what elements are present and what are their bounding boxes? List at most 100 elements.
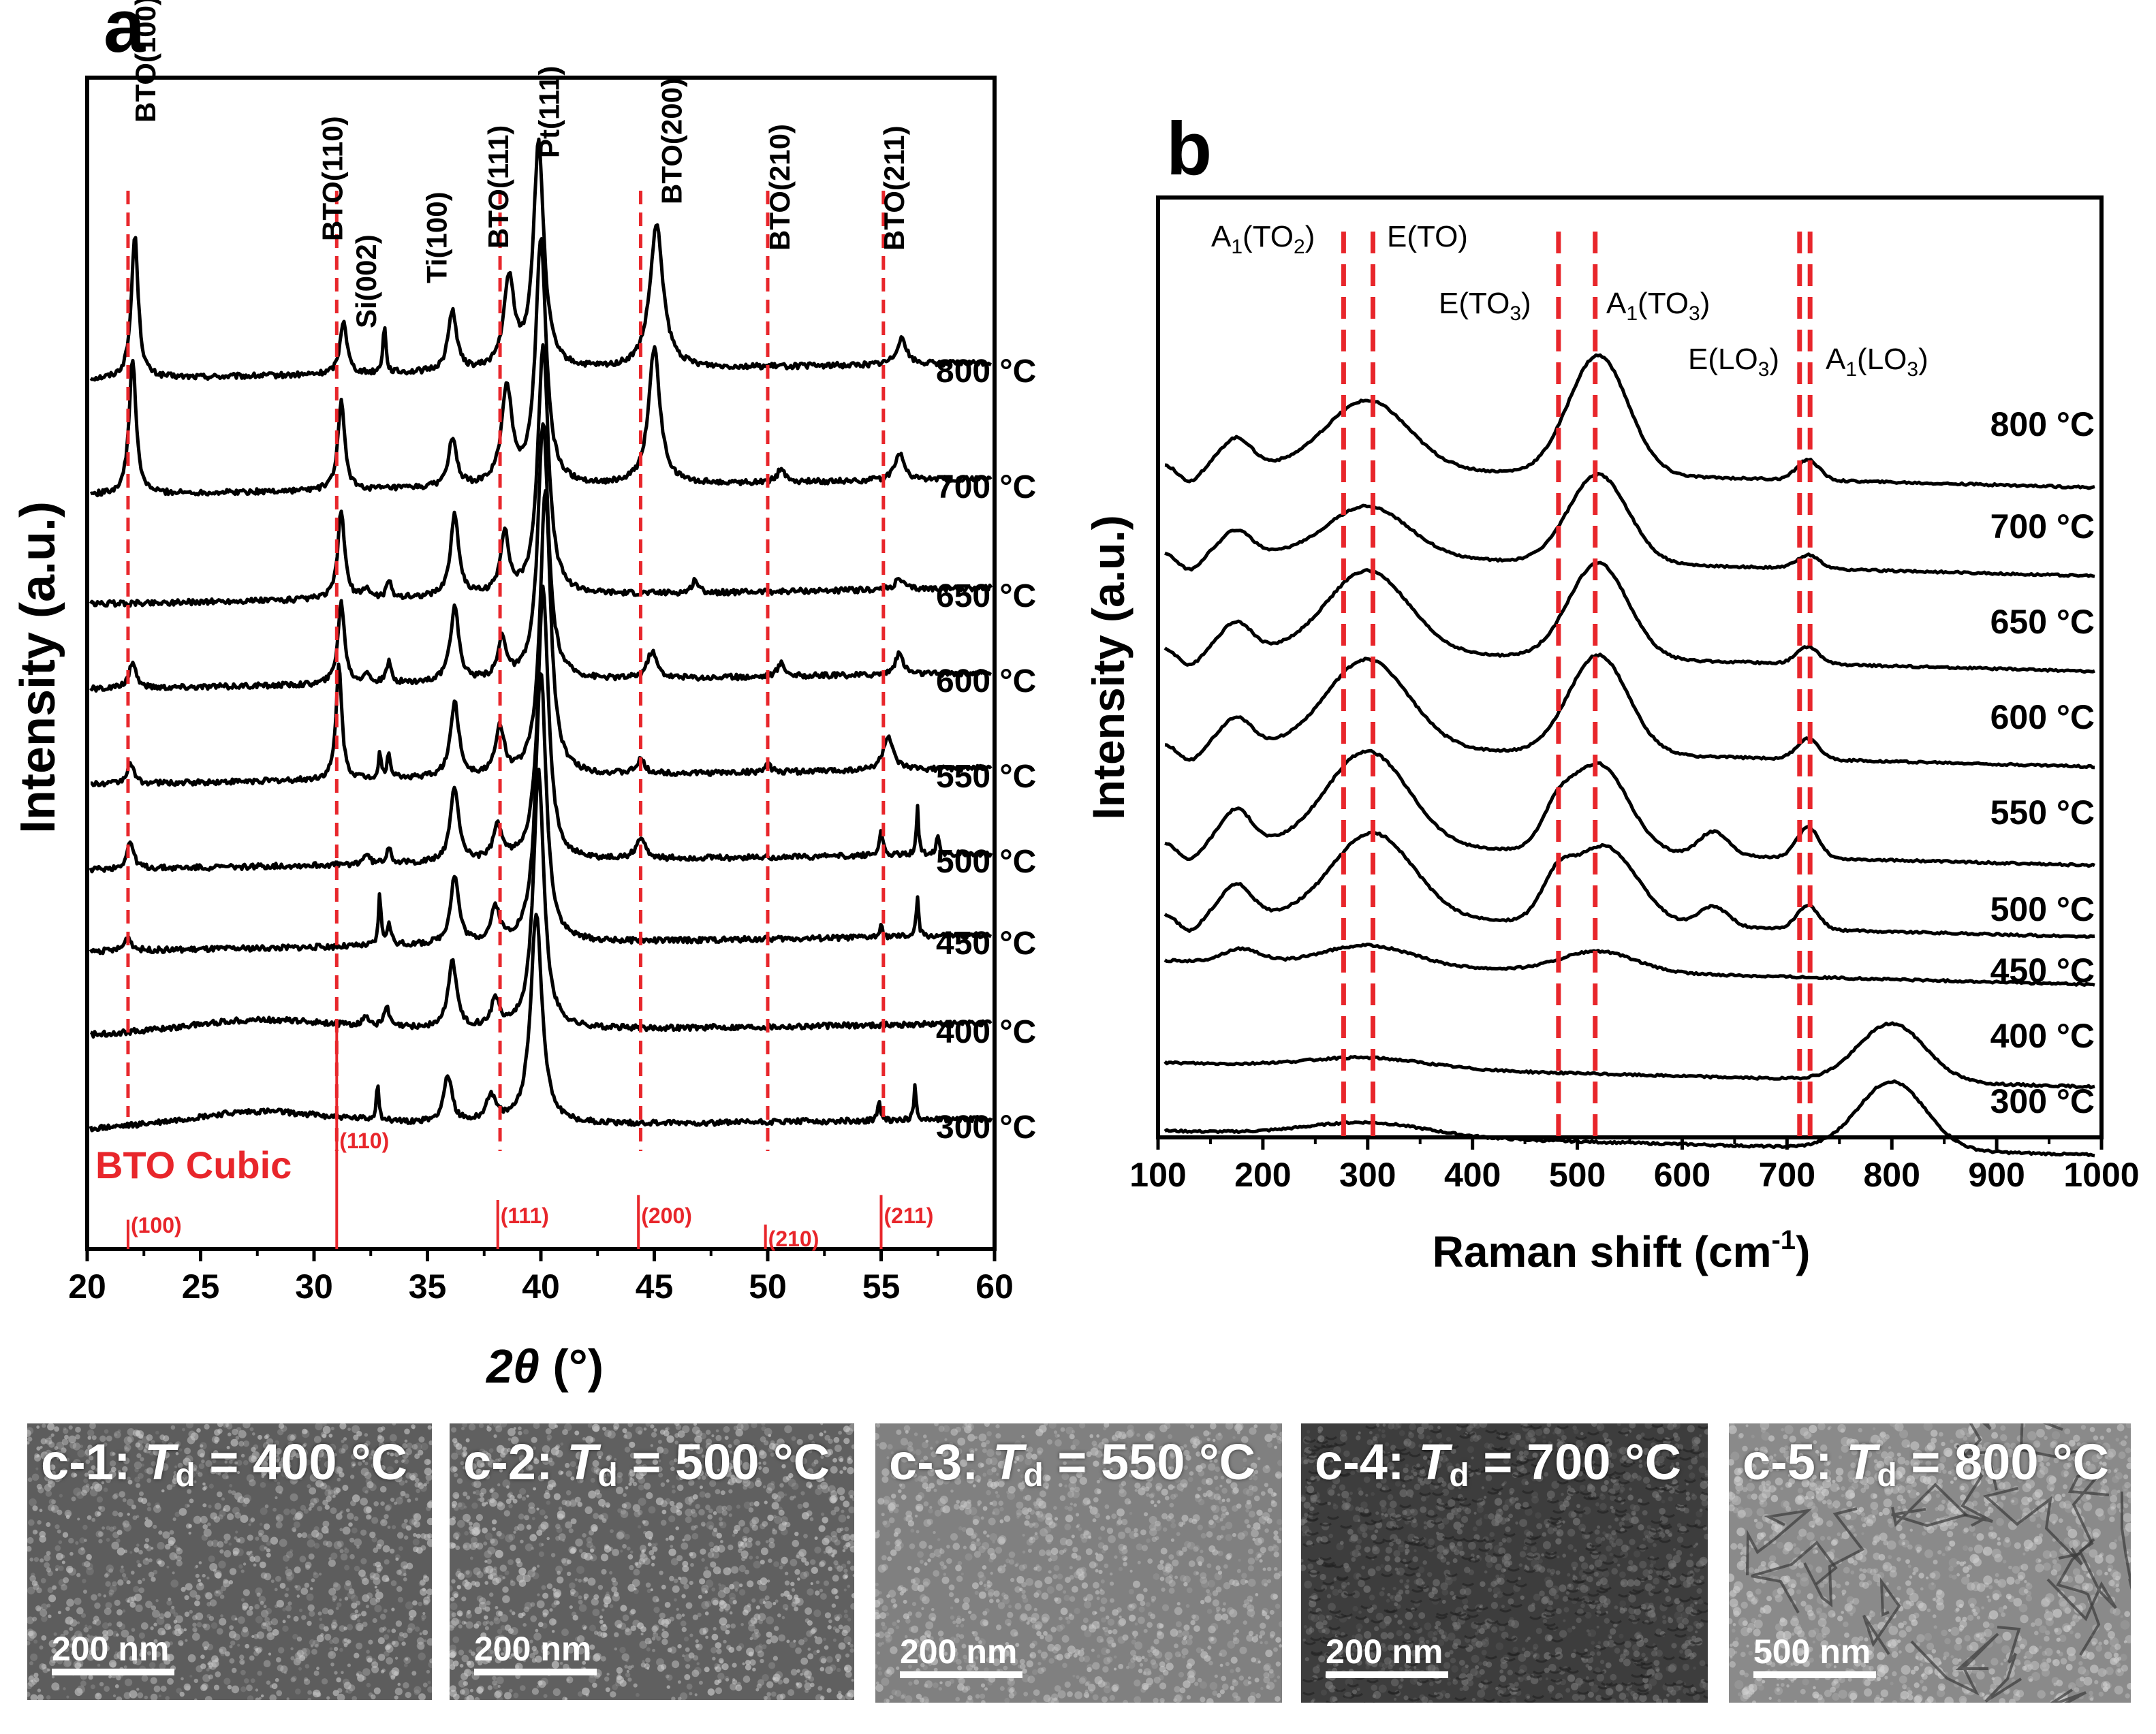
raman-x-tick-label: 400 [1444,1156,1501,1194]
raman-x-tick-label: 500 [1549,1156,1606,1194]
reference-hkl-label: (210) [768,1227,819,1251]
sem-image-5: c-5: Td = 800 °C 500 nm [1729,1423,2131,1703]
xrd-x-tick-label: 45 [636,1267,674,1306]
xrd-peak-label: BTO(100) [129,0,161,123]
xrd-y-axis-title: Intensity (a.u.) [11,501,65,834]
xrd-series-label: 450 °C [936,926,1036,962]
raman-x-tick-label: 700 [1759,1156,1815,1194]
reference-label: BTO Cubic [95,1144,292,1186]
sem-image-label: c-5: Td = 800 °C [1743,1433,2109,1494]
raman-mode-label: A1(LO3) [1826,343,1928,381]
reference-hkl-label: (100) [131,1213,182,1238]
xrd-series-label: 300 °C [936,1109,1036,1146]
raman-x-tick-label: 100 [1129,1156,1186,1194]
sem-temperature: = 700 °C [1469,1434,1682,1490]
sem-var-sub: d [1877,1457,1897,1494]
xrd-series-label: 600 °C [936,663,1036,699]
panel-label-b: b [1166,107,1212,191]
xrd-peak-label: BTO(210) [764,124,796,251]
xrd-x-tick-label: 55 [862,1267,901,1306]
reference-hkl-label: (211) [884,1203,934,1228]
reference-hkl-label: (111) [501,1203,549,1228]
sem-image-1: c-1: Td = 400 °C 200 nm [27,1423,432,1700]
raman-mode-label: E(TO3) [1439,287,1531,325]
xrd-panel: a 800 °C 700 °C 650 °C 600 °C 550 °C 500 °C 450… [11,0,1036,1393]
raman-x-axis-title: Raman shift (cm-1) [1433,1225,1811,1276]
sem-var-sub: d [175,1457,196,1494]
scale-bar-label: 200 nm [474,1630,592,1668]
xrd-peak-label: BTO(111) [482,125,514,249]
sem-temperature: = 800 °C [1896,1434,2110,1490]
xrd-series-3 [89,343,993,608]
raman-series-3 [1163,561,2095,674]
xrd-x-tick-label: 40 [522,1267,560,1306]
sem-var-sub: d [1023,1457,1044,1494]
xrd-series-6 [89,584,993,874]
raman-series-7 [1163,943,2095,987]
xrd-x-axis-title: 2θ (°) [485,1340,604,1393]
scale-bar [1753,1671,1876,1678]
xrd-peak-label: BTO(200) [656,78,688,204]
sem-var: T [567,1434,598,1490]
scale-bar [474,1669,597,1675]
xrd-series-label: 400 °C [936,1014,1036,1050]
xrd-x-tick-label: 20 [68,1267,106,1306]
raman-series-1 [1164,353,2095,490]
sem-var: T [1418,1434,1450,1490]
sem-var-sub: d [597,1457,618,1494]
xrd-x-tick-label: 35 [409,1267,447,1306]
scale-bar-label: 500 nm [1753,1633,1871,1671]
sem-id: c-5: [1743,1434,1847,1490]
raman-y-axis-title: Intensity (a.u.) [1083,515,1134,819]
sem-temperature: = 500 °C [617,1434,830,1490]
raman-x-tick-label: 1000 [2063,1156,2139,1194]
raman-series-5 [1164,748,2096,868]
xrd-series-5 [90,488,993,788]
reference-hkl-label: (200) [641,1203,692,1228]
sem-var: T [1846,1434,1877,1490]
raman-mode-label: E(LO3) [1688,343,1779,381]
xrd-x-tick-label: 30 [295,1267,333,1306]
reference-hkl-label: (110) [339,1129,389,1153]
sem-id: c-4: [1315,1434,1419,1490]
sem-image-label: c-2: Td = 500 °C [463,1433,830,1494]
scale-bar [52,1669,174,1675]
sem-var: T [144,1434,176,1490]
xrd-peak-label: BTO(110) [316,116,348,241]
sem-texture [450,1423,854,1700]
raman-series-6 [1163,830,2095,939]
raman-x-tick-label: 600 [1654,1156,1710,1194]
xrd-peak-label: Ti(100) [420,191,452,283]
sem-texture [875,1423,1282,1703]
xrd-peak-label: BTO(211) [878,125,910,251]
xrd-series-4 [89,422,993,693]
sem-id: c-2: [463,1434,567,1490]
raman-series-label: 550 °C [1990,793,2095,832]
scale-bar-label: 200 nm [900,1633,1018,1671]
sem-texture [1301,1423,1708,1703]
xrd-series-1 [89,138,993,382]
raman-series-label: 500 °C [1990,890,2095,928]
xrd-series-8 [89,768,993,1039]
scale-bar [1326,1671,1448,1678]
xrd-series-label: 500 °C [936,844,1036,880]
xrd-series-9 [89,913,993,1133]
raman-series-label: 800 °C [1990,405,2095,443]
panel-label-a: a [104,0,146,68]
sem-image-label: c-4: Td = 700 °C [1315,1433,1681,1494]
raman-mode-label: A1(TO2) [1211,220,1315,258]
sem-texture [27,1423,432,1700]
xrd-series-label: 800 °C [936,353,1036,390]
xrd-series-label: 700 °C [936,469,1036,505]
raman-series-label: 300 °C [1990,1082,2095,1120]
sem-temperature: = 400 °C [195,1434,408,1490]
sem-image-label: c-1: Td = 400 °C [41,1433,407,1494]
xrd-series-2 [89,237,993,498]
raman-series-label: 400 °C [1990,1017,2095,1055]
raman-series-8 [1163,1021,2095,1090]
sem-id: c-3: [889,1434,993,1490]
raman-series-2 [1164,471,2095,578]
scale-bar-label: 200 nm [1326,1633,1443,1671]
raman-series-label: 650 °C [1990,603,2095,641]
